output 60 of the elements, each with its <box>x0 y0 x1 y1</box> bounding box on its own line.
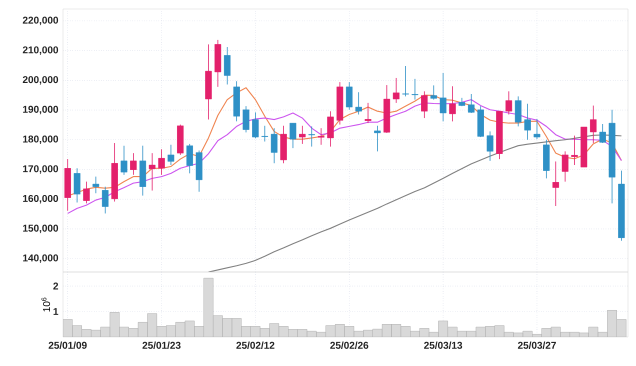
candlestick <box>224 46 231 85</box>
candlestick <box>299 125 306 144</box>
y-tick-label: 220,000 <box>22 16 58 26</box>
candlestick <box>74 168 80 203</box>
y-tick-label: 1 <box>54 308 58 315</box>
candlestick <box>261 125 268 142</box>
candlestick <box>346 82 353 110</box>
candlestick <box>252 112 259 139</box>
y-tick-label: 210,000 <box>22 46 58 55</box>
candlestick <box>421 90 428 118</box>
candlestick <box>412 78 418 100</box>
candlestick <box>402 66 409 97</box>
candlestick <box>102 186 109 214</box>
candlestick <box>571 135 578 166</box>
candlestick <box>514 96 522 127</box>
candlestick <box>92 176 100 194</box>
candlestick <box>449 86 456 122</box>
candlestick <box>148 152 156 191</box>
candlestick <box>599 124 606 144</box>
candlestick <box>327 110 334 147</box>
y-tick-label: 2 <box>53 282 58 290</box>
candlestick <box>355 92 362 115</box>
candlestick <box>83 181 90 204</box>
y-tick-label: 150,000 <box>23 224 58 234</box>
y-tick-label: 180,000 <box>23 136 58 144</box>
x-tick-label: 25/01/09 <box>48 342 87 349</box>
y-axis-title: 10$^{6}$ <box>42 298 50 312</box>
candlestick <box>486 131 494 162</box>
candlestick <box>552 161 560 206</box>
candlestick <box>270 128 278 164</box>
candlestick <box>120 145 128 176</box>
candlestick <box>242 106 250 133</box>
y-tick-label: 200,000 <box>22 76 58 85</box>
y-tick-label: 170,000 <box>23 165 58 174</box>
candlestick <box>158 148 165 176</box>
candlestick <box>506 90 512 115</box>
x-tick-label: 25/02/26 <box>330 342 368 349</box>
candlestick <box>590 105 597 144</box>
candlestick <box>364 102 372 124</box>
y-tick-label: 160,000 <box>23 194 58 204</box>
y-tick-label: 190,000 <box>23 106 58 114</box>
candlestick <box>130 152 137 176</box>
candlestick <box>468 94 475 114</box>
candlestick <box>374 125 381 152</box>
candlestick <box>524 103 531 140</box>
x-tick-label: 25/01/23 <box>142 342 181 349</box>
y-tick-label: 140,000 <box>23 254 58 263</box>
candlestick <box>440 72 446 122</box>
x-tick-label: 25/03/13 <box>424 342 462 349</box>
candlestick <box>430 84 438 100</box>
candlestick <box>392 78 400 104</box>
candlestick <box>186 144 193 174</box>
candlestick <box>168 144 174 166</box>
candlestick <box>318 128 324 146</box>
x-tick-label: 25/03/27 <box>518 342 556 349</box>
x-tick-label: 25/02/12 <box>236 342 274 349</box>
candlestick <box>290 122 296 148</box>
candlestick <box>562 150 568 182</box>
candlestick <box>308 126 316 147</box>
candlestick <box>534 118 540 140</box>
